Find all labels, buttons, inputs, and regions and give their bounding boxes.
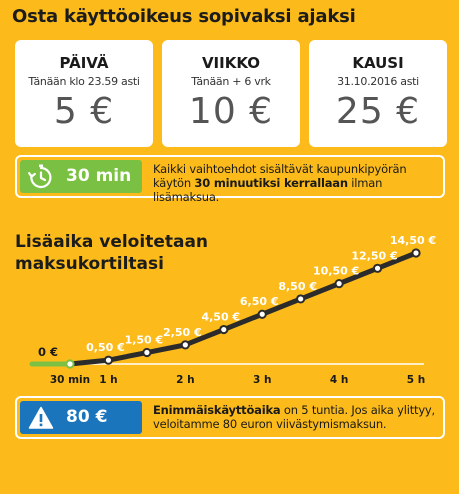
price-line	[67, 250, 419, 367]
data-point	[142, 347, 152, 358]
chart-title: Lisäaika veloitetaan maksukortiltasi	[15, 232, 209, 274]
data-label: 12,50 €	[351, 249, 397, 262]
data-label: 14,50 €	[390, 234, 436, 247]
data-point	[103, 355, 114, 365]
max-fee-badge: 80 €	[20, 401, 142, 434]
free-time-text-start: Kaikki vaihtoehdot sisältävät kaupunkipy…	[153, 162, 407, 190]
ticket-validity: Tänään klo 23.59 asti	[28, 75, 140, 88]
ticket-price: 5 €	[53, 91, 115, 132]
ticket-validity: 31.10.2016 asti	[337, 75, 419, 88]
x-tick-label: 5 h	[407, 374, 425, 386]
warning-icon	[28, 406, 54, 429]
data-point	[372, 263, 383, 273]
page-title: Osta käyttöoikeus sopivaksi ajaksi	[12, 6, 356, 27]
max-time-text-bold: Enimmäiskäyttöaika	[153, 403, 281, 417]
x-tick-label: 3 h	[253, 374, 271, 386]
ticket-card-season[interactable]: KAUSI 31.10.2016 asti 25 €	[309, 40, 447, 147]
data-label: 0,50 €	[86, 341, 125, 354]
data-label: 2,50 €	[163, 326, 202, 339]
ticket-validity: Tänään + 6 vrk	[191, 75, 271, 88]
free-time-label: 30 min	[66, 166, 132, 186]
data-label: 8,50 €	[278, 280, 317, 293]
free-time-info: 30 min Kaikki vaihtoehdot sisältävät kau…	[15, 155, 445, 204]
data-point	[296, 294, 306, 304]
x-tick-label: 2 h	[176, 374, 194, 386]
ticket-price: 10 €	[188, 91, 274, 132]
max-time-text-end: on 5 tuntia. Jos aika ylittyy, veloitamm…	[153, 403, 435, 431]
max-time-info: 80 € Enimmäiskäyttöaika on 5 tuntia. Jos…	[15, 396, 445, 439]
ticket-options: PÄIVÄ Tänään klo 23.59 asti 5 € VIIKKO T…	[15, 40, 447, 147]
free-time-text-bold: 30 minuutiksi kerrallaan	[194, 176, 348, 190]
ticket-name: KAUSI	[352, 54, 404, 72]
free-time-text-end: ilman lisämaksua.	[153, 176, 383, 204]
ticket-price: 25 €	[335, 91, 421, 132]
data-label: 6,50 €	[240, 295, 279, 308]
ticket-card-week[interactable]: VIIKKO Tänään + 6 vrk 10 €	[162, 40, 300, 147]
data-point	[257, 309, 267, 319]
x-tick-label: 1 h	[99, 374, 117, 386]
free-time-text: Kaikki vaihtoehdot sisältävät kaupunkipy…	[153, 162, 441, 204]
extra-time-price-chart: 0 € 0,50 €1,50 €2,50 € 4,50 €6,50 € 8,50 € 1…	[29, 234, 436, 386]
free-period-label: 0 €	[38, 345, 58, 359]
max-time-text: Enimmäiskäyttöaika on 5 tuntia. Jos aika…	[153, 403, 441, 431]
ticket-card-day[interactable]: PÄIVÄ Tänään klo 23.59 asti 5 €	[15, 40, 153, 147]
data-point	[180, 340, 190, 350]
ticket-name: VIIKKO	[201, 54, 261, 72]
max-fee-label: 80 €	[66, 407, 108, 427]
x-tick-label: 4 h	[330, 374, 348, 386]
stopwatch-icon	[28, 164, 52, 189]
data-point	[334, 279, 344, 289]
data-point	[411, 248, 421, 258]
data-label: 4,50 €	[201, 311, 240, 324]
ticket-name: PÄIVÄ	[59, 54, 109, 72]
data-label: 1,50 €	[125, 334, 164, 347]
x-tick-label: 30 min	[50, 374, 90, 386]
free-time-badge: 30 min	[20, 160, 142, 193]
data-point	[219, 324, 229, 335]
data-point	[65, 359, 75, 369]
data-label: 10,50 €	[313, 265, 359, 278]
